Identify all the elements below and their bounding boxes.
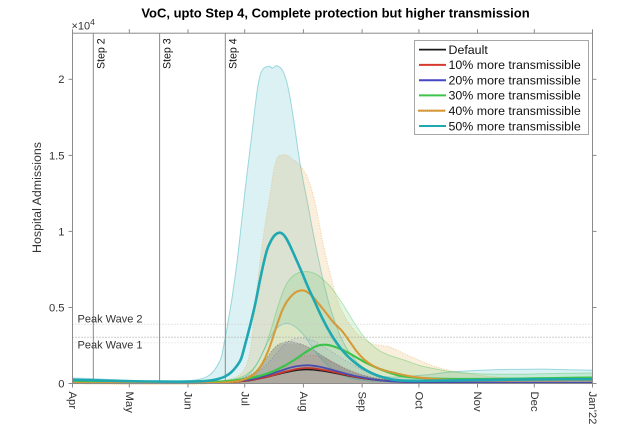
svg-text:May: May: [123, 392, 135, 414]
svg-text:Step 2: Step 2: [95, 38, 107, 69]
svg-text:0.5: 0.5: [49, 302, 65, 314]
svg-text:Aug: Aug: [297, 392, 309, 412]
svg-text:Default: Default: [449, 43, 489, 57]
svg-text:Sep: Sep: [356, 392, 368, 412]
svg-text:Dec: Dec: [528, 392, 540, 412]
svg-text:Peak Wave 2: Peak Wave 2: [78, 313, 143, 325]
svg-text:Peak Wave 1: Peak Wave 1: [78, 339, 143, 351]
svg-text:Apr: Apr: [66, 392, 78, 410]
svg-text:2: 2: [58, 74, 64, 86]
svg-text:Jan'22: Jan'22: [586, 392, 598, 425]
svg-text:Nov: Nov: [471, 392, 483, 412]
svg-text:20% more transmissible: 20% more transmissible: [449, 74, 581, 88]
svg-text:0: 0: [58, 378, 64, 390]
svg-text:30% more transmissible: 30% more transmissible: [449, 89, 581, 103]
svg-text:40% more transmissible: 40% more transmissible: [449, 104, 581, 118]
svg-text:10% more transmissible: 10% more transmissible: [449, 58, 581, 72]
svg-text:Oct: Oct: [413, 392, 425, 410]
svg-text:VoC, upto Step 4, Complete pro: VoC, upto Step 4, Complete protection bu…: [141, 6, 529, 21]
svg-text:Step 3: Step 3: [162, 38, 174, 69]
svg-text:Step 4: Step 4: [227, 38, 239, 69]
svg-text:Hospital Admissions: Hospital Admissions: [30, 142, 44, 253]
svg-text:50% more transmissible: 50% more transmissible: [449, 119, 581, 133]
svg-text:×104: ×104: [72, 17, 96, 33]
svg-text:Jun: Jun: [182, 392, 194, 410]
svg-text:1: 1: [58, 226, 64, 238]
svg-text:1.5: 1.5: [49, 150, 65, 162]
svg-text:Jul: Jul: [238, 392, 250, 406]
